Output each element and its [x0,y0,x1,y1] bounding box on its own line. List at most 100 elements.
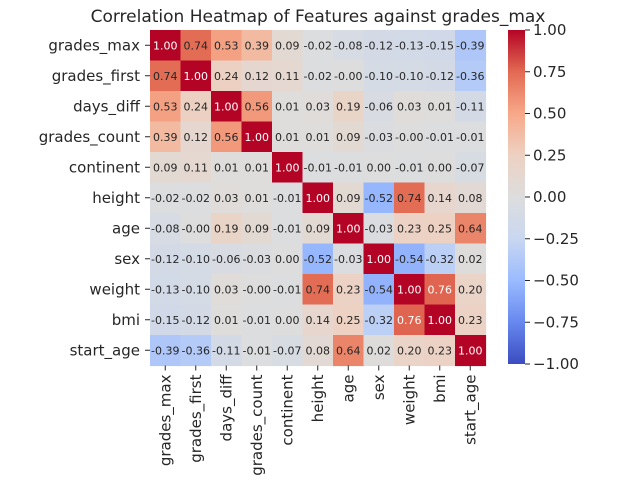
cell-value-label: 0.00 [275,314,300,327]
cell-value-label: -0.12 [426,70,454,83]
cell-value-label: -0.10 [395,70,423,83]
cell-value-label: -0.03 [365,222,393,235]
heatmap-cell [302,30,334,62]
heatmap-cell [272,182,304,214]
heatmap-cell [363,182,395,214]
heatmap-cell [363,91,395,123]
cell-value-label: 0.01 [275,131,300,144]
x-tick-label: grades_max [156,374,175,466]
cell-value-label: 0.03 [214,192,239,205]
heatmap-cell [424,30,456,62]
cell-value-label: -0.01 [426,131,454,144]
heatmap-cell [180,274,212,306]
heatmap-cell [302,91,334,123]
heatmap-cell [150,335,182,367]
cell-value-label: -0.03 [243,253,271,266]
colorbar-tick-label: 0.00 [533,188,566,206]
cell-value-label: 0.23 [336,283,361,296]
y-tick-label: sex [114,250,140,268]
cell-value-label: -0.39 [456,39,484,52]
cell-value-label: 0.09 [336,131,361,144]
cell-value-label: -0.15 [426,39,454,52]
heatmap-cell [394,243,426,275]
chart-title: Correlation Heatmap of Features against … [91,7,546,27]
heatmap-cell [180,243,212,275]
heatmap-cell [394,91,426,123]
heatmap-cell [272,304,304,336]
cell-value-label: -0.03 [334,253,362,266]
y-tick-label: grades_first [52,67,140,86]
colorbar-tick-label: 0.50 [533,105,566,123]
heatmap-cell [150,60,182,92]
colorbar: 1.00 0.75 0.50 0.25 0.00 −0.25 −0.50 −0.75 −1.00 [508,21,579,373]
heatmap-cell [363,335,395,367]
heatmap-cell [363,243,395,275]
heatmap-cell [424,121,456,153]
heatmap-cell [455,213,487,245]
cell-value-label: 0.08 [306,344,331,357]
cell-value-label: 0.01 [428,100,453,113]
heatmap-cell [150,182,182,214]
heatmap-cell [455,60,487,92]
cell-value-label: -0.13 [151,283,179,296]
cell-value-label: -0.01 [304,161,332,174]
cell-value-label: 1.00 [306,192,331,205]
heatmap-cell [455,304,487,336]
y-axis-tick-labels: grades_max grades_first days_diff grades_co… [39,36,150,360]
heatmap-cell [424,274,456,306]
cell-value-label: 0.24 [214,70,239,83]
x-tick-label: continent [278,374,296,445]
cell-value-label: -0.06 [365,100,393,113]
heatmap-cell [455,30,487,62]
cell-value-label: 0.01 [306,131,331,144]
cell-value-label: 1.00 [184,70,209,83]
cell-value-label: 0.74 [184,39,209,52]
heatmap-cell [180,304,212,336]
cell-value-label: 1.00 [245,131,270,144]
heatmap-cell [455,335,487,367]
heatmap-cell [333,91,365,123]
heatmap-cell [424,304,456,336]
heatmap-cell [150,30,182,62]
heatmap-cell [333,243,365,275]
y-tick-label: days_diff [73,97,141,116]
cell-value-label: 0.74 [306,283,331,296]
cell-value-label: -0.03 [365,131,393,144]
cell-value-label: 1.00 [458,344,483,357]
colorbar-tick-label: −0.25 [533,230,579,248]
y-tick-label: grades_count [39,128,140,147]
cell-value-label: 0.00 [367,161,392,174]
cell-value-label: 0.14 [428,192,453,205]
heatmap-cell [272,60,304,92]
cell-value-label: -0.32 [365,314,393,327]
heatmap-cell [241,60,273,92]
cell-value-label: 0.02 [367,344,392,357]
cell-value-label: -0.10 [182,253,210,266]
heatmap-cell [394,335,426,367]
y-tick-label: bmi [112,311,140,329]
cell-value-label: -0.00 [334,70,362,83]
heatmap-cell [272,213,304,245]
heatmap-cell [455,152,487,184]
cell-value-label: 0.09 [245,222,270,235]
heatmap-cell [241,91,273,123]
colorbar-tick-label: −0.50 [533,272,579,290]
cell-value-label: -0.08 [334,39,362,52]
cell-value-label: 0.39 [153,131,178,144]
cell-value-label: 0.00 [275,253,300,266]
heatmap-cell [394,182,426,214]
cell-value-label: 0.76 [397,314,422,327]
heatmap-cell [333,304,365,336]
cell-value-label: 0.09 [336,192,361,205]
heatmap-cell [272,335,304,367]
heatmap-cell [272,243,304,275]
cell-value-label: 0.01 [275,100,300,113]
cell-value-label: -0.01 [334,161,362,174]
cell-value-label: 1.00 [214,100,239,113]
cell-value-label: 0.20 [397,344,422,357]
cell-value-label: -0.36 [182,344,210,357]
cell-value-label: 0.02 [458,253,483,266]
cell-value-label: -0.07 [273,344,301,357]
heatmap-cell [241,213,273,245]
